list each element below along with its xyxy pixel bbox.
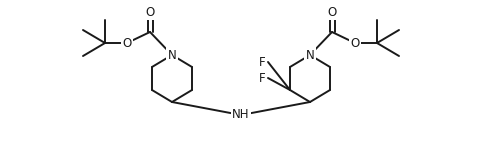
- Text: NH: NH: [232, 108, 250, 122]
- Text: O: O: [145, 5, 154, 18]
- Text: N: N: [168, 49, 176, 62]
- Text: O: O: [327, 5, 337, 18]
- Text: O: O: [123, 37, 132, 49]
- Text: F: F: [258, 71, 265, 85]
- Text: F: F: [258, 56, 265, 69]
- Text: O: O: [350, 37, 360, 49]
- Text: N: N: [306, 49, 314, 62]
